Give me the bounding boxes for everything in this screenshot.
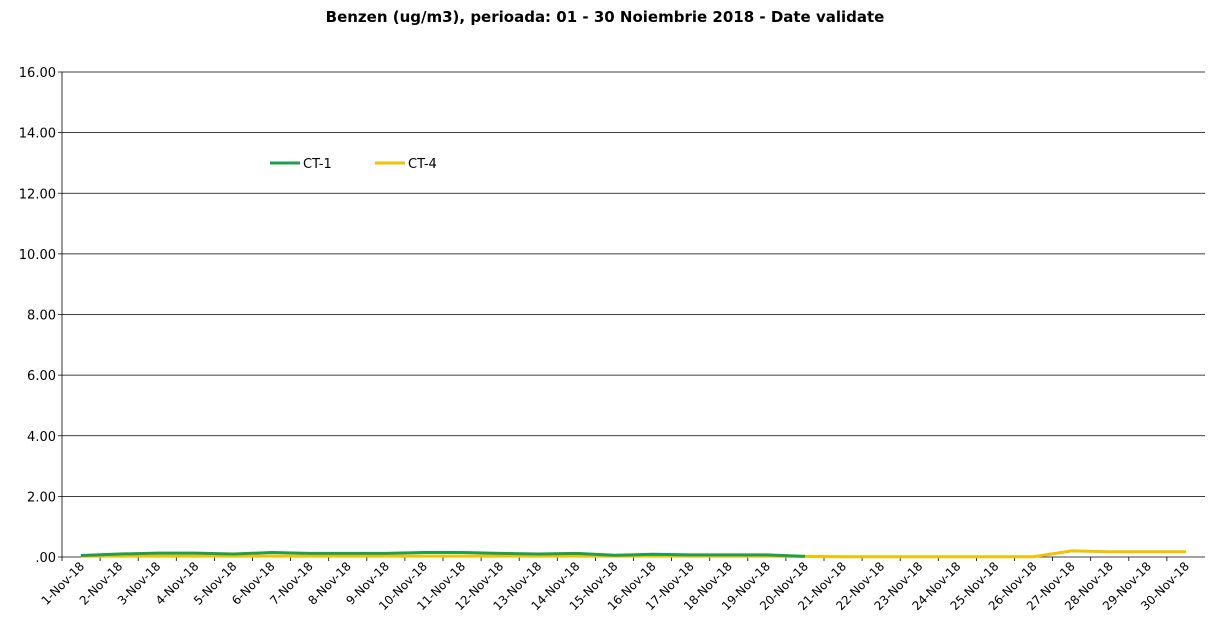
- y-tick-label: 14.00: [19, 127, 56, 142]
- legend-label: CT-1: [303, 157, 332, 172]
- y-tick-label: 2.00: [27, 490, 56, 505]
- chart-title: Benzen (ug/m3), perioada: 01 - 30 Noiemb…: [326, 8, 885, 26]
- legend-label: CT-4: [408, 157, 437, 172]
- y-tick-label: .00: [35, 551, 56, 566]
- y-tick-label: 12.00: [19, 187, 56, 202]
- y-tick-label: 6.00: [27, 369, 56, 384]
- y-tick-label: 16.00: [19, 66, 56, 81]
- y-tick-label: 4.00: [27, 430, 56, 445]
- y-tick-label: 8.00: [27, 309, 56, 324]
- y-tick-label: 10.00: [19, 248, 56, 263]
- series-line: [80, 551, 806, 558]
